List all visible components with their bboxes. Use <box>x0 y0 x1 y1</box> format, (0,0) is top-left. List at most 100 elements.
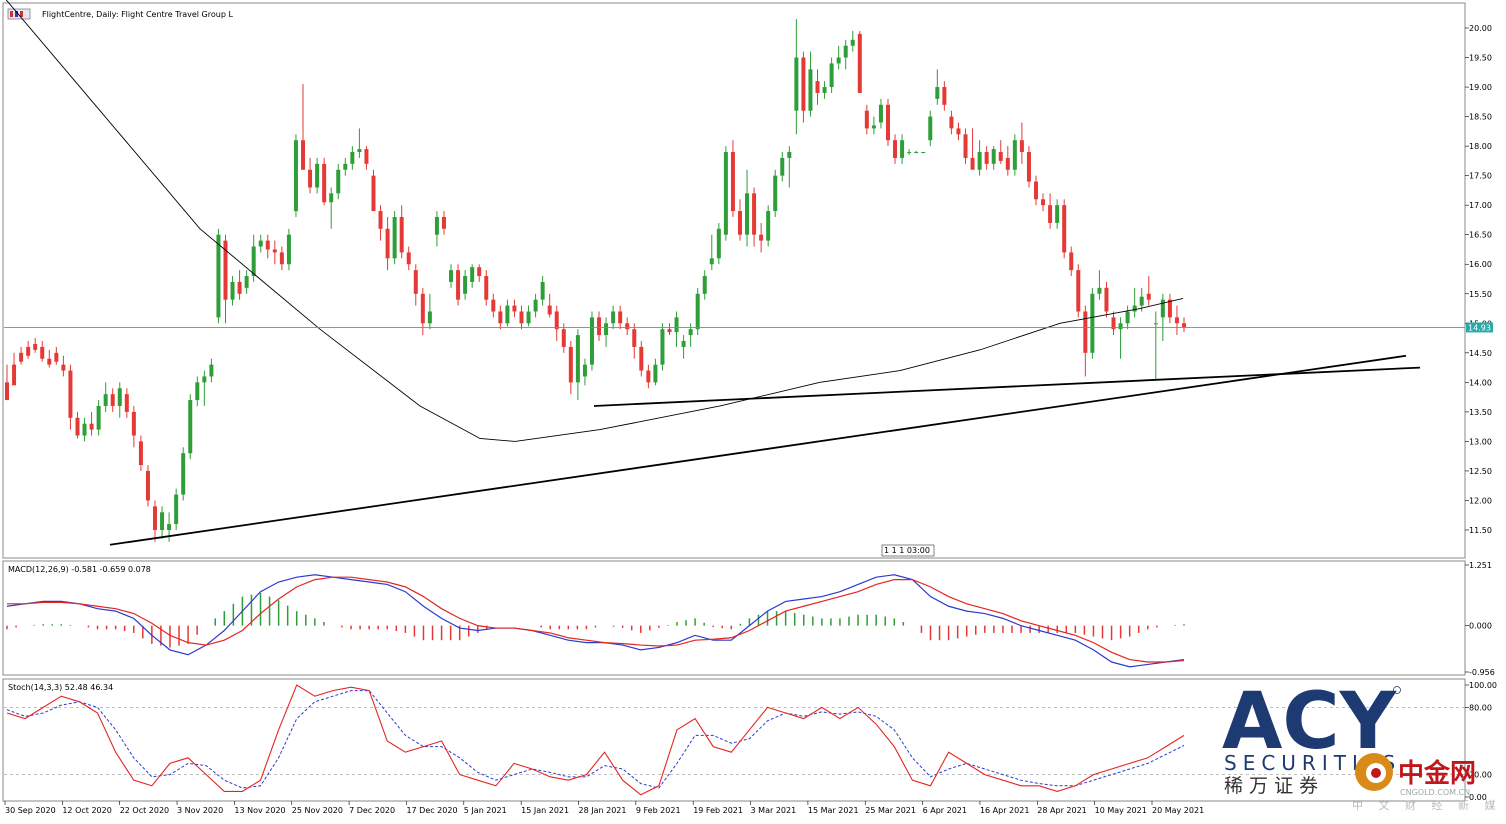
candle <box>921 152 926 154</box>
candle <box>885 98 890 147</box>
candle-body <box>723 152 728 235</box>
candle-body <box>745 193 750 235</box>
candle <box>1174 305 1179 336</box>
date-tick-label: 25 Nov 2020 <box>292 806 343 815</box>
date-tick-label: 15 Jan 2021 <box>521 806 569 815</box>
candle <box>491 293 496 318</box>
cngold-subtitle: 中 文 财 经 新 媒 体 <box>1352 798 1506 812</box>
candle <box>498 305 503 330</box>
candle <box>568 341 573 395</box>
candle-body <box>230 281 235 300</box>
candle-body <box>286 234 291 265</box>
candle <box>956 122 961 141</box>
date-tick-label: 20 May 2021 <box>1152 806 1204 815</box>
candle <box>1167 293 1172 324</box>
candle-body <box>117 388 122 406</box>
price-tick-label: 14.50 <box>1469 349 1492 358</box>
candle-body <box>103 394 108 406</box>
registered-mark-icon <box>1393 686 1401 694</box>
candle-body <box>1125 311 1130 324</box>
candle <box>1182 317 1186 333</box>
candle-body <box>1055 205 1060 223</box>
candle-body <box>688 329 693 336</box>
candle <box>160 506 165 539</box>
candle-body <box>364 149 369 164</box>
candle <box>871 116 876 135</box>
candle <box>202 370 207 406</box>
candle-body <box>653 364 658 383</box>
candle <box>878 98 883 129</box>
candle <box>533 293 538 318</box>
candle <box>5 364 9 401</box>
candle-body <box>914 152 919 154</box>
candle-body <box>991 149 996 164</box>
candle-body <box>977 152 982 170</box>
candle-body <box>89 423 94 430</box>
candle-body <box>984 152 989 164</box>
candle <box>308 157 313 194</box>
candle <box>1019 122 1024 164</box>
candles <box>5 19 1186 542</box>
candle <box>850 30 855 52</box>
candle-body <box>209 364 214 377</box>
candle-body <box>61 364 66 371</box>
cngold-logo-core-icon <box>1371 768 1381 778</box>
candle-body <box>921 152 926 154</box>
candle <box>780 152 785 182</box>
candle-body <box>329 193 334 203</box>
candle-body <box>625 323 630 330</box>
candle <box>279 246 284 271</box>
support-line-lower <box>109 354 1407 546</box>
macd-pane-frame <box>2 560 1466 676</box>
candle <box>737 199 742 241</box>
candle-body <box>1132 305 1137 312</box>
candle-body <box>1167 299 1172 318</box>
candle-body <box>336 169 341 194</box>
candle <box>963 128 968 164</box>
candle <box>315 157 320 194</box>
candle <box>195 376 200 406</box>
candle-body <box>477 267 482 277</box>
date-tick-label: 30 Sep 2020 <box>5 806 56 815</box>
candle <box>1125 305 1130 330</box>
candle <box>836 45 841 70</box>
candle <box>646 364 651 389</box>
candle-body <box>526 311 531 324</box>
candle <box>1097 270 1102 300</box>
candle-body <box>301 140 306 170</box>
stoch-k-line <box>6 684 1185 796</box>
candle <box>554 305 559 342</box>
candle <box>674 311 679 347</box>
candle <box>265 234 270 259</box>
candle-body <box>871 125 876 129</box>
candle-body <box>1026 152 1031 182</box>
candle <box>857 30 862 93</box>
candle-body <box>174 494 179 525</box>
date-tick-label: 22 Oct 2020 <box>120 806 169 815</box>
candle-body <box>272 249 277 253</box>
candle-body <box>709 258 714 265</box>
candle <box>26 341 31 359</box>
candle <box>935 69 940 105</box>
acy-logo-text: ACY <box>1222 677 1398 767</box>
candle-body <box>519 311 524 324</box>
candle <box>131 405 136 448</box>
candle-body <box>540 281 545 300</box>
candle <box>96 400 101 436</box>
candle-body <box>1019 140 1024 153</box>
candle-body <box>449 270 454 282</box>
candle <box>258 234 263 253</box>
candle-body <box>554 311 559 330</box>
price-tick-label: 18.00 <box>1469 142 1492 151</box>
candle-body <box>399 216 404 253</box>
current-price-tag <box>1466 322 1493 333</box>
candle-body <box>498 311 503 324</box>
candle-body <box>1062 205 1067 253</box>
candle-body <box>850 39 855 46</box>
candle <box>681 335 686 359</box>
candle-body <box>47 358 52 365</box>
window-icon[interactable] <box>7 8 31 20</box>
candle-body <box>223 240 228 300</box>
date-axis: 30 Sep 2020 12 Oct 2020 22 Oct 2020 3 Nov 2… <box>4 801 1204 815</box>
